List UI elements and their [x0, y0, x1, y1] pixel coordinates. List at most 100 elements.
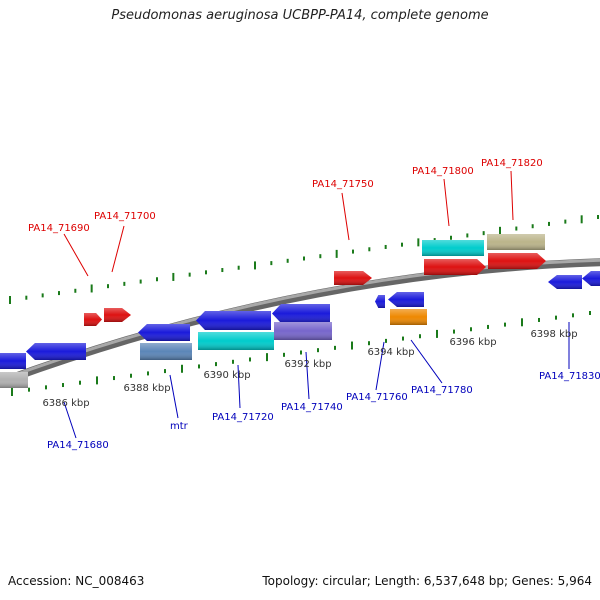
forward-tick — [156, 277, 158, 282]
gene-pa14-71750[interactable] — [334, 271, 372, 285]
gene-pa14-71780[interactable] — [390, 309, 427, 325]
gene-pa14-71690[interactable] — [84, 313, 102, 326]
gene-pa14-71830[interactable] — [548, 275, 582, 289]
gene-pa14-71670-b[interactable] — [0, 372, 28, 388]
callout-line — [63, 233, 89, 277]
gene-pa14-71740[interactable] — [272, 304, 330, 323]
forward-tick — [9, 296, 11, 304]
forward-tick — [107, 284, 109, 289]
gene-label-pa14-71680: PA14_71680 — [47, 440, 109, 451]
forward-tick — [466, 233, 469, 238]
gene-pa14-71780-a[interactable] — [388, 292, 424, 307]
reverse-tick — [470, 327, 472, 332]
forward-tick — [384, 244, 387, 249]
callout-line — [443, 178, 450, 227]
reverse-tick — [300, 350, 302, 355]
callout-line — [63, 401, 77, 439]
reverse-tick — [402, 336, 404, 341]
reverse-tick — [79, 380, 81, 385]
forward-tick — [123, 281, 126, 286]
gene-pa14-71800[interactable] — [424, 259, 486, 275]
gene-pa14-71760[interactable] — [375, 295, 385, 308]
reverse-tick — [62, 383, 64, 388]
kbp-label: 6396 kbp — [449, 337, 496, 348]
forward-tick — [254, 261, 256, 270]
reverse-tick — [538, 317, 540, 322]
forward-tick — [270, 261, 273, 266]
reverse-tick — [28, 387, 30, 392]
reverse-tick — [317, 348, 319, 353]
forward-tick — [172, 272, 175, 281]
kbp-label: 6394 kbp — [367, 347, 414, 358]
gene-label-pa14-71800: PA14_71800 — [412, 166, 474, 177]
forward-tick — [139, 279, 142, 284]
reverse-tick — [198, 364, 200, 369]
reverse-tick — [572, 313, 574, 318]
reverse-tick — [504, 322, 506, 327]
gene-pa14-71840[interactable] — [582, 271, 600, 286]
callout-line — [375, 341, 385, 391]
kbp-label: 6386 kbp — [42, 398, 89, 409]
gene-mtr-b[interactable] — [140, 343, 192, 360]
forward-tick — [41, 293, 44, 298]
reverse-tick — [334, 345, 336, 350]
reverse-tick — [283, 352, 285, 357]
gene-label-pa14-71830: PA14_71830 — [539, 371, 600, 382]
reverse-tick — [96, 376, 98, 385]
reverse-tick — [385, 338, 387, 343]
forward-tick — [90, 284, 93, 293]
gene-pa14-71700[interactable] — [104, 308, 131, 322]
reverse-tick — [249, 357, 251, 362]
gene-pa14-71820[interactable] — [488, 253, 546, 269]
forward-tick — [597, 215, 599, 219]
forward-tick — [368, 247, 371, 252]
forward-tick — [450, 235, 452, 240]
gene-label-pa14-71820: PA14_71820 — [481, 158, 543, 169]
forward-tick — [352, 249, 354, 254]
reverse-tick — [555, 315, 557, 320]
forward-tick — [401, 242, 403, 247]
reverse-tick — [436, 329, 438, 338]
reverse-tick — [351, 341, 353, 350]
gene-mtr[interactable] — [138, 324, 190, 341]
forward-tick — [25, 295, 28, 300]
reverse-tick — [487, 324, 489, 329]
reverse-tick — [419, 334, 421, 339]
forward-tick — [580, 215, 583, 224]
reverse-tick — [181, 364, 183, 373]
forward-strand-ticks — [9, 215, 599, 304]
callout-line — [341, 192, 350, 241]
forward-tick — [205, 270, 207, 275]
gene-pa14-71800-a[interactable] — [422, 240, 484, 256]
genome-summary-text: Topology: circular; Length: 6,537,648 bp… — [262, 574, 592, 588]
gene-pa14-71670[interactable] — [0, 353, 26, 369]
callout-line — [169, 374, 179, 419]
reverse-tick — [232, 359, 234, 364]
gene-pa14-71680[interactable] — [26, 343, 86, 360]
forward-tick — [303, 256, 305, 261]
forward-tick — [548, 221, 550, 226]
reverse-tick — [215, 362, 217, 367]
gene-pa14-71820-a[interactable] — [487, 234, 545, 250]
forward-tick — [319, 254, 322, 259]
gene-label-pa14-71720: PA14_71720 — [212, 412, 274, 423]
forward-tick — [531, 224, 534, 229]
gene-pa14-71740-b[interactable] — [274, 322, 332, 340]
forward-tick — [237, 265, 240, 270]
gene-label-pa14-71700: PA14_71700 — [94, 211, 156, 222]
callout-line — [410, 339, 443, 384]
reverse-tick — [113, 376, 115, 381]
gene-label-pa14-71750: PA14_71750 — [312, 179, 374, 190]
forward-tick — [58, 291, 60, 296]
reverse-tick — [266, 353, 268, 362]
reverse-tick — [589, 311, 591, 315]
gene-label-pa14-71780: PA14_71780 — [411, 385, 473, 396]
forward-tick — [482, 231, 485, 236]
gene-pa14-71720-b[interactable] — [198, 332, 274, 350]
gene-pa14-71720[interactable] — [196, 311, 271, 330]
forward-tick — [286, 258, 289, 263]
forward-tick — [515, 226, 518, 231]
callout-line — [237, 364, 241, 409]
forward-tick — [188, 272, 191, 277]
